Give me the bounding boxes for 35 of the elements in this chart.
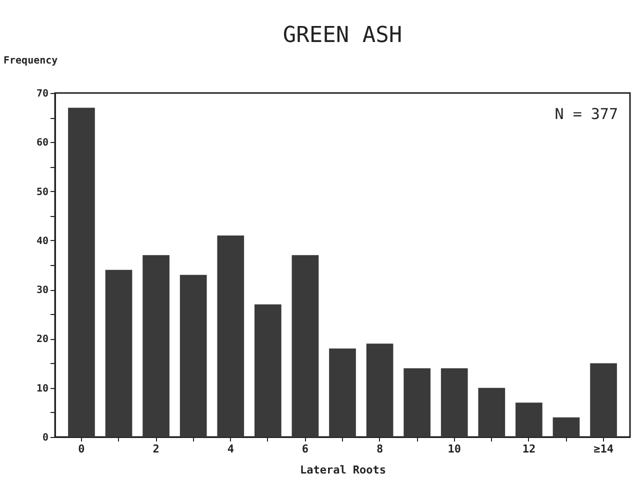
bar bbox=[105, 270, 132, 437]
bar bbox=[516, 402, 542, 437]
y-tick-label: 10 bbox=[36, 383, 48, 394]
bar bbox=[366, 344, 394, 437]
y-tick-label: 30 bbox=[36, 285, 48, 296]
y-tick-label: 20 bbox=[36, 334, 48, 346]
y-tick-label: 40 bbox=[36, 236, 48, 247]
bar bbox=[217, 236, 244, 437]
x-tick-label: ≥14 bbox=[594, 442, 614, 456]
y-axis-title: Frequency bbox=[4, 56, 58, 66]
chart-title: GREEN ASH bbox=[282, 23, 402, 48]
y-tick-label: 60 bbox=[36, 138, 48, 149]
y-tick-label: 50 bbox=[36, 186, 48, 198]
bar bbox=[180, 274, 207, 437]
y-tick-label: 70 bbox=[36, 88, 48, 100]
bar bbox=[404, 368, 431, 437]
bar bbox=[552, 417, 580, 437]
x-tick-label: 10 bbox=[448, 442, 461, 456]
bar bbox=[478, 388, 506, 437]
bar bbox=[329, 348, 356, 437]
bar bbox=[68, 108, 95, 437]
y-tick-label: 0 bbox=[42, 432, 48, 444]
x-tick-label: 6 bbox=[302, 442, 309, 456]
x-tick-label: 2 bbox=[152, 442, 160, 456]
bar bbox=[292, 255, 319, 437]
bar bbox=[590, 363, 617, 437]
x-axis-title: Lateral Roots bbox=[300, 464, 386, 476]
x-tick-label: 4 bbox=[227, 442, 234, 456]
bar bbox=[254, 304, 282, 437]
annotation: N = 377 bbox=[554, 105, 618, 123]
x-tick-label: 8 bbox=[376, 442, 384, 456]
bar bbox=[142, 255, 170, 437]
x-tick-label: 0 bbox=[78, 442, 85, 456]
x-tick-label: 12 bbox=[522, 442, 536, 456]
bar bbox=[440, 368, 468, 437]
